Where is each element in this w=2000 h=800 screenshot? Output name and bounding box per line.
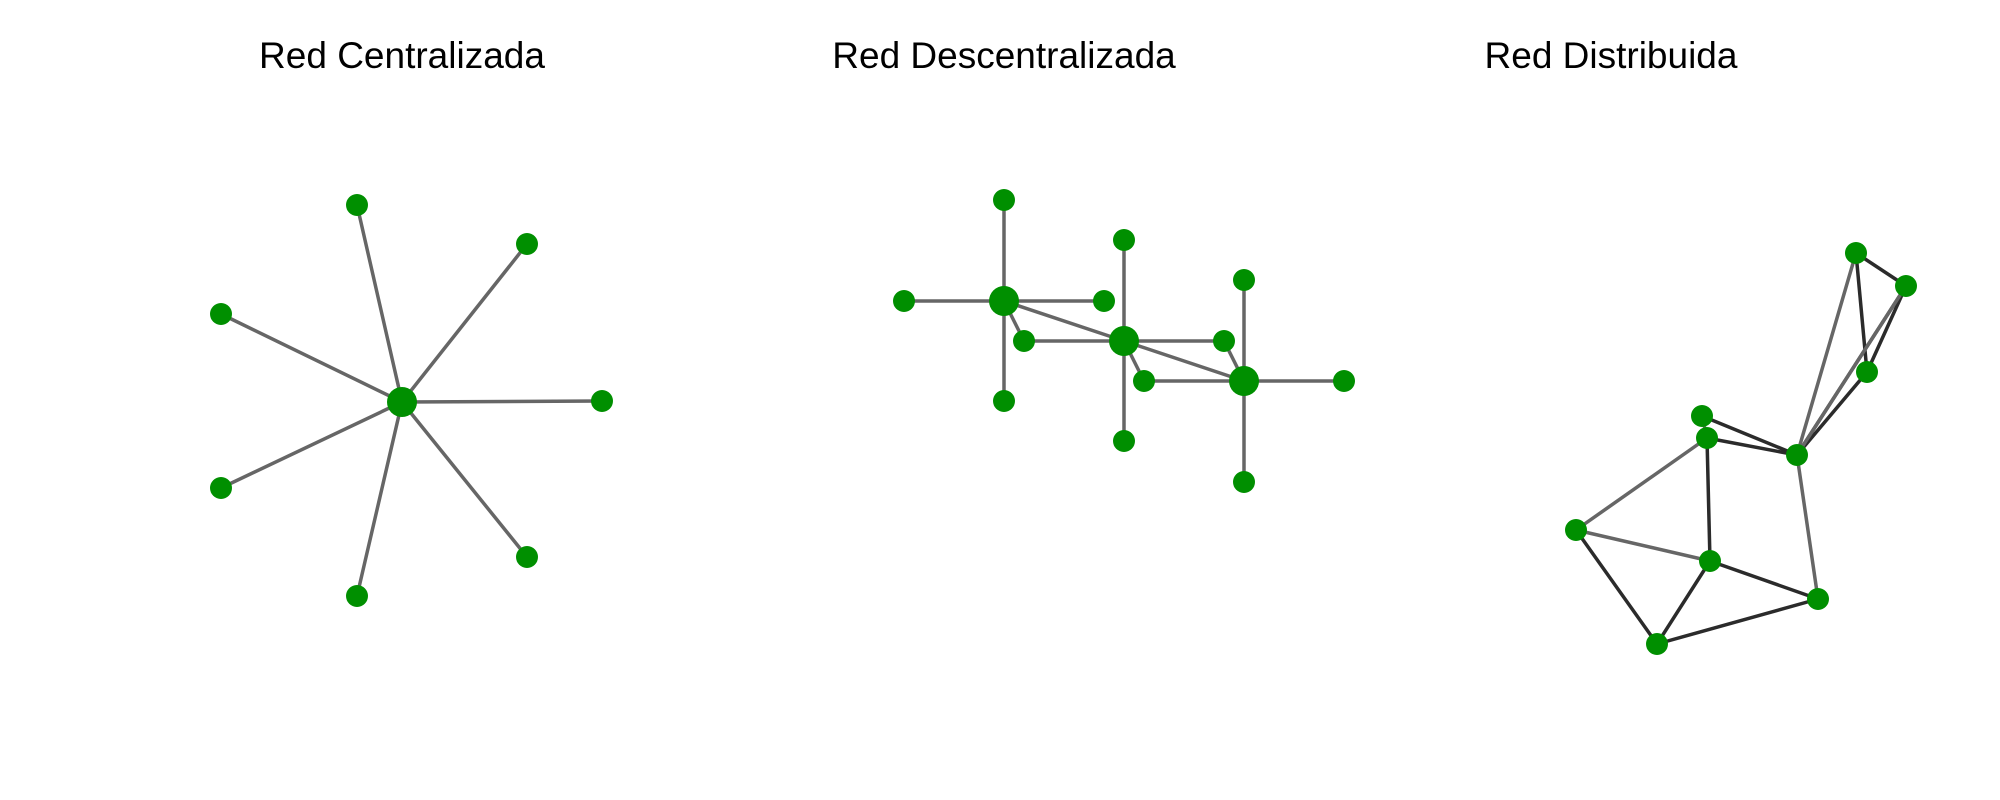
decentralized-node	[1133, 370, 1155, 392]
distributed-edge	[1795, 370, 1869, 457]
decentralized-node	[993, 390, 1015, 412]
decentralized-node	[1333, 370, 1355, 392]
centralized-edge	[355, 400, 404, 598]
decentralized-node	[1213, 330, 1235, 352]
distributed-edge	[1574, 528, 1712, 563]
distributed-edge	[1655, 559, 1712, 646]
decentralized-hub-node	[1109, 326, 1139, 356]
distributed-edge	[1795, 453, 1820, 601]
centralized-node	[516, 233, 538, 255]
decentralized-node	[1233, 269, 1255, 291]
decentralized-node	[993, 189, 1015, 211]
distributed-node	[1565, 519, 1587, 541]
centralized-network	[210, 194, 613, 607]
distributed-node	[1895, 275, 1917, 297]
decentralized-node	[1233, 471, 1255, 493]
distributed-edge	[1705, 436, 1712, 563]
centralized-edge	[355, 203, 404, 404]
panel-title-distributed: Red Distribuida	[1484, 35, 1738, 76]
centralized-edge	[219, 312, 404, 404]
distributed-node	[1807, 588, 1829, 610]
centralized-node	[210, 303, 232, 325]
distributed-node	[1845, 242, 1867, 264]
centralized-node	[346, 194, 368, 216]
decentralized-node	[1113, 430, 1135, 452]
distributed-node	[1646, 633, 1668, 655]
decentralized-node	[893, 290, 915, 312]
distributed-edge	[1795, 251, 1858, 457]
distributed-node	[1696, 427, 1718, 449]
distributed-edge	[1655, 597, 1820, 646]
distributed-node	[1691, 405, 1713, 427]
decentralized-node	[1093, 290, 1115, 312]
distributed-edge	[1574, 436, 1709, 532]
centralized-edge	[400, 399, 604, 404]
decentralized-node	[1113, 229, 1135, 251]
centralized-hub-node	[387, 387, 417, 417]
decentralized-network	[893, 189, 1355, 493]
centralized-node	[516, 546, 538, 568]
panel-title-centralized: Red Centralizada	[259, 35, 545, 76]
distributed-node	[1786, 444, 1808, 466]
distributed-edge	[1795, 284, 1908, 457]
distributed-network	[1565, 242, 1917, 655]
decentralized-edge	[1002, 299, 1126, 343]
distributed-node	[1699, 550, 1721, 572]
centralized-edge	[400, 242, 529, 404]
decentralized-node	[1013, 330, 1035, 352]
centralized-node	[210, 477, 232, 499]
distributed-edge	[1705, 436, 1799, 457]
distributed-edge	[1865, 284, 1908, 374]
distributed-edge	[1574, 528, 1659, 646]
centralized-node	[591, 390, 613, 412]
distributed-edge	[1708, 559, 1820, 601]
decentralized-edge	[1122, 339, 1246, 383]
centralized-edge	[400, 400, 529, 559]
decentralized-hub-node	[1229, 366, 1259, 396]
distributed-edge	[1700, 414, 1799, 457]
decentralized-hub-node	[989, 286, 1019, 316]
panel-title-decentralized: Red Descentralizada	[832, 35, 1176, 76]
centralized-node	[346, 585, 368, 607]
centralized-edge	[219, 400, 404, 490]
distributed-node	[1856, 361, 1878, 383]
